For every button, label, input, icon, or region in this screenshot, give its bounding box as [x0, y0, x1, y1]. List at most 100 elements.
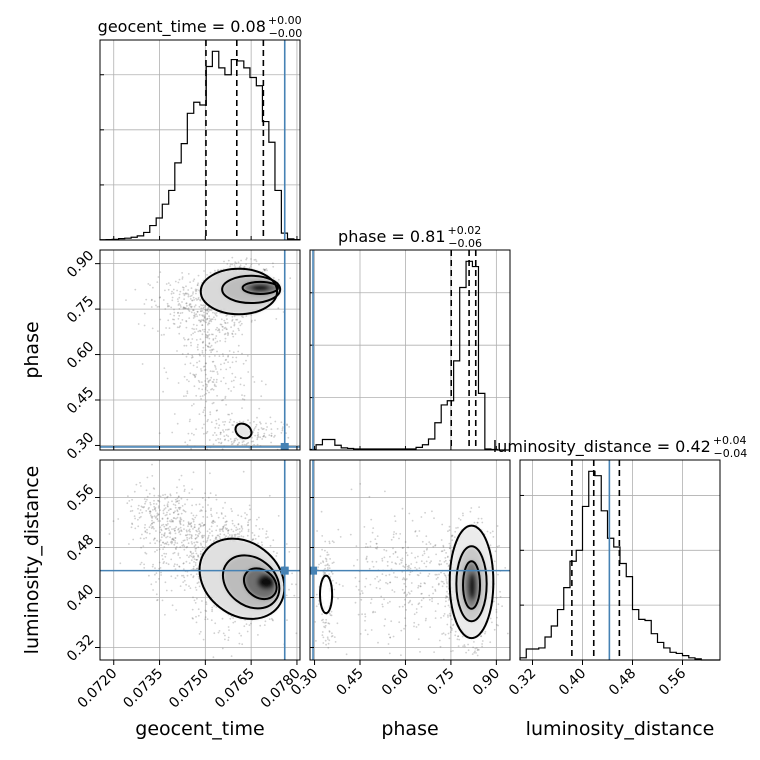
sample-point — [149, 501, 152, 504]
sample-point — [190, 305, 193, 308]
sample-point — [263, 268, 266, 271]
sample-point — [392, 572, 395, 574]
sample-point — [198, 305, 201, 308]
sample-point — [181, 311, 184, 314]
sample-point — [237, 523, 240, 525]
sample-point — [462, 514, 464, 517]
sample-point — [183, 306, 186, 309]
sample-point — [224, 332, 227, 335]
sample-point — [249, 422, 252, 424]
sample-point — [131, 523, 134, 526]
sample-point — [188, 537, 191, 540]
sample-point — [212, 360, 215, 363]
sample-point — [133, 490, 136, 493]
sample-point — [281, 429, 284, 432]
sample-point — [372, 610, 375, 613]
sample-point — [177, 527, 180, 530]
sample-point — [451, 534, 454, 537]
axes-frame — [99, 39, 301, 241]
sample-point — [215, 335, 218, 337]
sample-point — [219, 433, 222, 436]
sample-point — [182, 509, 185, 512]
sample-point — [365, 558, 368, 561]
sample-point — [357, 589, 360, 591]
sample-point — [256, 436, 259, 439]
y-tick-label-luminosity_distance: 0.56 — [64, 481, 97, 514]
sample-point — [154, 508, 156, 511]
sample-point — [219, 533, 222, 536]
sample-point — [184, 510, 187, 513]
sample-point — [151, 522, 154, 525]
sample-point — [153, 508, 156, 510]
sample-point — [182, 306, 185, 309]
sample-point — [196, 361, 198, 364]
sample-point — [220, 442, 222, 445]
sample-point — [193, 561, 195, 563]
x-tick-label-phase: 0.60 — [379, 666, 412, 699]
sample-point — [182, 568, 185, 571]
sample-point — [265, 530, 268, 533]
sample-point — [405, 609, 407, 611]
sample-point — [172, 528, 175, 530]
sample-point — [177, 552, 180, 555]
sample-point — [191, 488, 194, 491]
sample-point — [322, 573, 325, 575]
axes-frame — [99, 249, 301, 451]
sample-point — [190, 447, 193, 450]
sample-point — [438, 563, 440, 565]
sample-point — [285, 594, 288, 597]
sample-point — [390, 620, 393, 623]
sample-point — [208, 439, 211, 441]
sample-point — [256, 434, 259, 437]
sample-point — [195, 547, 198, 550]
sample-point — [218, 441, 220, 444]
sample-point — [247, 419, 249, 422]
sample-point — [190, 334, 193, 336]
sample-point — [203, 409, 205, 411]
sample-point — [458, 638, 461, 641]
sample-point — [263, 434, 265, 437]
sample-point — [450, 535, 453, 538]
sample-point — [216, 350, 218, 353]
sample-point — [193, 599, 196, 602]
sample-point — [168, 327, 171, 329]
sample-point — [195, 503, 198, 506]
sample-point — [177, 304, 180, 306]
sample-point — [164, 493, 167, 496]
sample-point — [389, 636, 392, 639]
sample-point — [192, 617, 194, 620]
sample-point — [199, 319, 202, 322]
sample-point — [188, 562, 191, 564]
sample-point — [199, 630, 202, 633]
panel-title-phase: phase = 0.81 +0.02 −0.06 — [338, 224, 482, 250]
sample-point — [139, 563, 142, 566]
sample-point — [206, 430, 209, 433]
sample-point — [328, 567, 331, 570]
sample-point — [222, 399, 225, 401]
sample-point — [448, 637, 451, 640]
sample-point — [226, 428, 229, 431]
sample-point — [204, 499, 207, 501]
sample-point — [411, 519, 414, 522]
sample-point — [201, 395, 204, 397]
truth-marker — [310, 566, 318, 575]
sample-point — [169, 525, 171, 528]
sample-point — [206, 313, 209, 315]
sample-point — [196, 567, 199, 570]
sample-point — [224, 501, 227, 504]
sample-point — [430, 560, 432, 563]
sample-point — [183, 576, 186, 579]
sample-point — [186, 545, 189, 548]
sample-point — [327, 646, 330, 649]
sample-point — [374, 547, 377, 549]
sample-point — [448, 542, 451, 545]
sample-point — [214, 318, 217, 321]
contour-line — [199, 267, 279, 316]
sample-point — [226, 527, 229, 530]
sample-point — [149, 512, 151, 515]
sample-point — [108, 533, 111, 535]
sample-point — [172, 511, 175, 514]
x-tick-label-geocent_time: 0.0735 — [120, 666, 166, 712]
sample-point — [163, 534, 165, 537]
sample-point — [149, 284, 151, 286]
